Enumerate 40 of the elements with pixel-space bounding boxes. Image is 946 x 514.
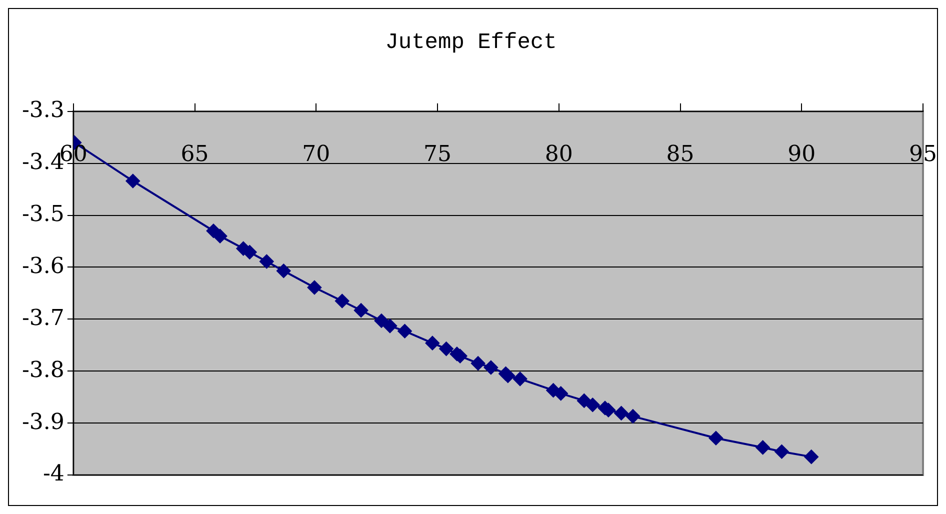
- chart-title: Jutemp Effect: [385, 30, 557, 56]
- point: [614, 406, 628, 420]
- y-tick-label: -3.6: [22, 254, 64, 279]
- point: [354, 303, 368, 318]
- point: [382, 318, 397, 333]
- point: [554, 386, 568, 400]
- point: [756, 440, 770, 454]
- y-tick-label: -3.8: [22, 358, 64, 383]
- point: [398, 324, 412, 338]
- point: [626, 409, 640, 424]
- point: [213, 229, 228, 244]
- point: [335, 294, 350, 308]
- point: [126, 174, 140, 188]
- x-tick-label: 65: [180, 142, 209, 168]
- x-tick-label: 70: [302, 142, 330, 168]
- point: [708, 431, 723, 446]
- point: [586, 398, 600, 412]
- point: [804, 450, 818, 464]
- point: [242, 245, 257, 260]
- x-tick-label: 95: [909, 142, 937, 168]
- y-tick-label: -3.9: [22, 410, 64, 435]
- point: [774, 444, 789, 459]
- point: [513, 372, 528, 386]
- point: [276, 264, 291, 278]
- point: [577, 394, 592, 408]
- y-tick-label: -3.3: [22, 98, 64, 124]
- point: [484, 360, 498, 374]
- x-tick-label: 75: [424, 142, 452, 168]
- x-tick-label: 90: [788, 142, 816, 168]
- y-tick-label: -3.7: [22, 306, 64, 331]
- point: [307, 280, 322, 294]
- point: [439, 342, 454, 356]
- y-tick-label: -4: [42, 462, 64, 487]
- x-tick-label: 85: [666, 142, 694, 168]
- point: [425, 336, 440, 350]
- point: [374, 314, 388, 328]
- x-tick-label: 80: [544, 142, 573, 168]
- point: [260, 254, 274, 269]
- point: [471, 356, 486, 370]
- y-tick-label: -3.5: [22, 202, 64, 228]
